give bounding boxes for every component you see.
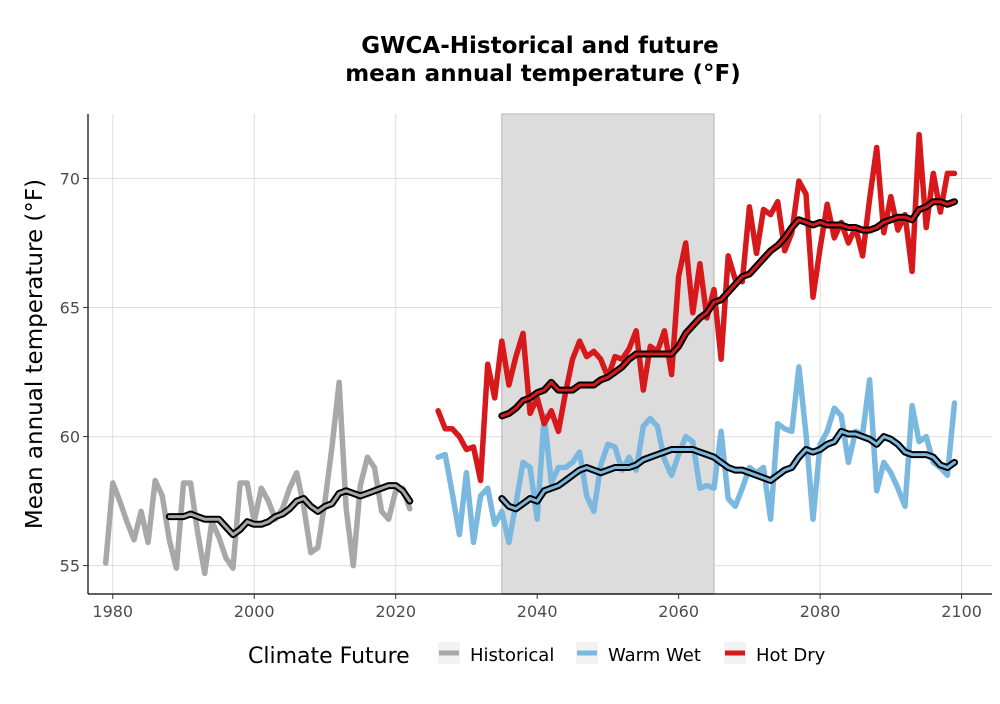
series-line-warm-wet (435, 364, 958, 546)
series-line-historical (102, 379, 413, 577)
y-tick-label: 70 (60, 170, 80, 189)
legend-label-hot-dry: Hot Dry (756, 645, 826, 666)
x-tick-label: 2000 (234, 602, 275, 621)
plot-area: 1980 2000 2020 2040 2060 2080 2100 55 60 65 70 (60, 113, 992, 621)
y-axis-label: Mean annual temperature (°F) (22, 179, 48, 529)
smoothed-line-historical (167, 484, 412, 537)
x-tick-label: 2100 (941, 602, 982, 621)
chart-subtitle: mean annual temperature (°F) (345, 61, 741, 87)
x-tick-label: 2060 (658, 602, 699, 621)
y-tick-label: 55 (60, 557, 80, 576)
x-tick-label: 2040 (517, 602, 558, 621)
chart-title: GWCA-Historical and future (361, 33, 718, 59)
smoothed-line-warm-wet (500, 429, 956, 511)
x-tick-label: 2080 (800, 602, 841, 621)
x-tick-label: 1980 (92, 602, 133, 621)
smoothed-line-hot-dry (500, 200, 956, 418)
legend: Climate Future Historical Warm Wet Hot Dry (248, 642, 826, 669)
legend-title: Climate Future (248, 644, 410, 669)
y-tick-label: 65 (60, 299, 80, 318)
y-tick-label: 60 (60, 428, 80, 447)
legend-label-warm-wet: Warm Wet (608, 645, 701, 666)
legend-label-historical: Historical (470, 645, 554, 666)
shaded-period (501, 113, 715, 595)
series-line-hot-dry (435, 131, 958, 484)
x-tick-label: 2020 (375, 602, 416, 621)
